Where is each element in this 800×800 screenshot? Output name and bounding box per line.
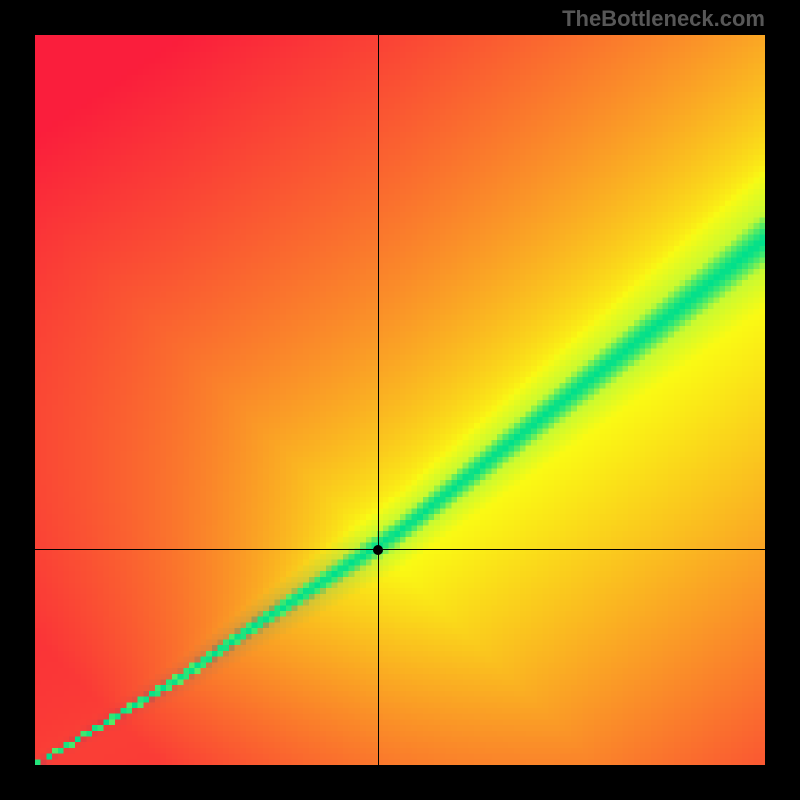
bottleneck-heatmap (35, 35, 765, 765)
crosshair-marker (373, 545, 383, 555)
crosshair-vertical (378, 35, 379, 765)
chart-container: TheBottleneck.com (0, 0, 800, 800)
watermark-text: TheBottleneck.com (562, 6, 765, 32)
crosshair-horizontal (35, 549, 765, 550)
